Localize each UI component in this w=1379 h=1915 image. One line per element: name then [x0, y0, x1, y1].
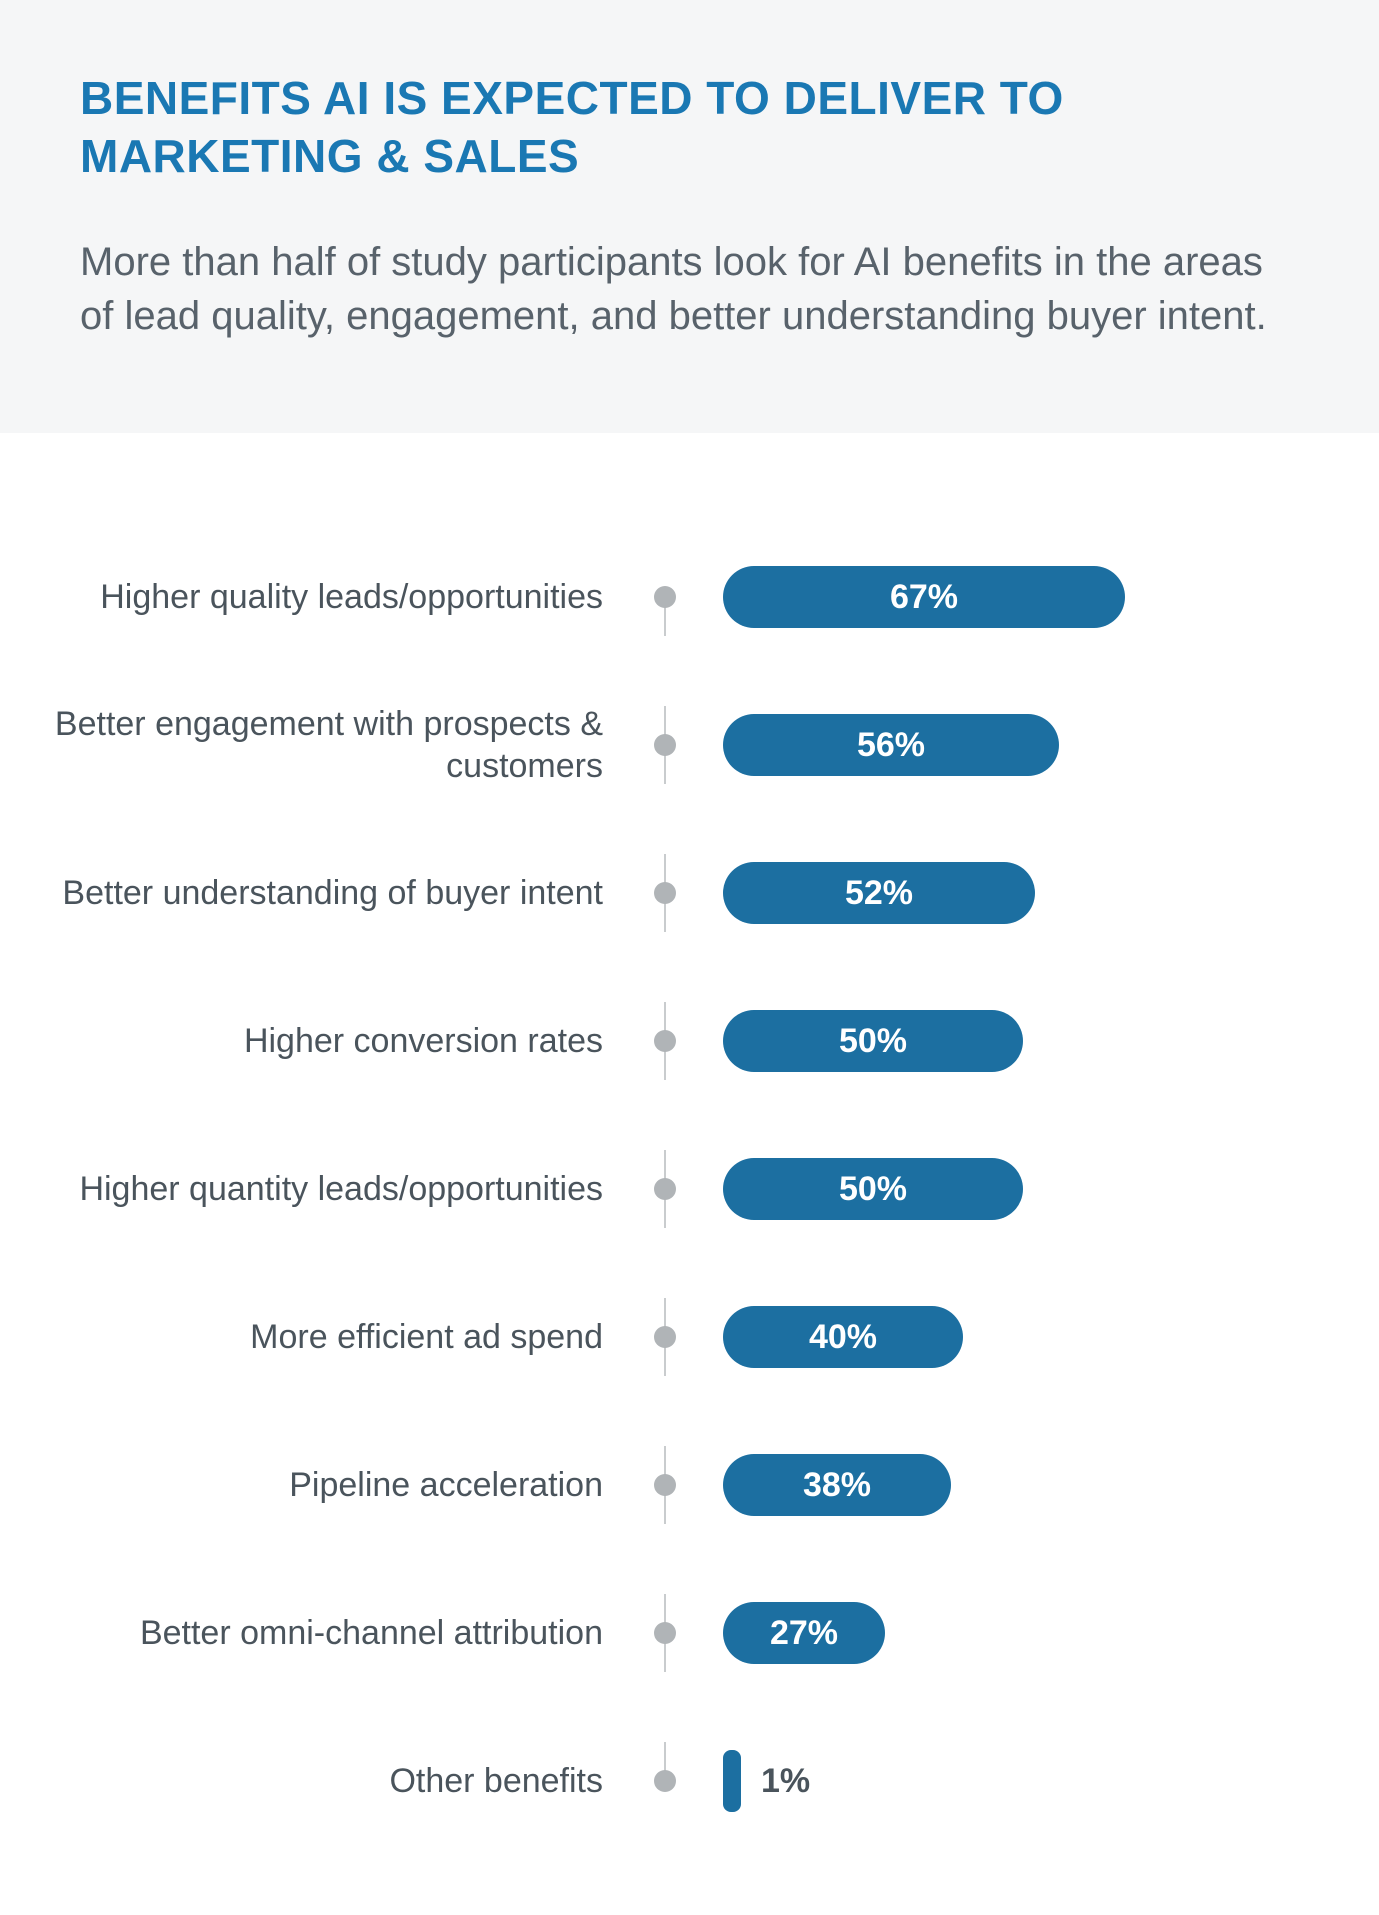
- bar: 52%: [723, 862, 1035, 924]
- axis-dot-icon: [654, 882, 676, 904]
- bar-cell: 50%: [695, 1158, 1319, 1220]
- bar: 27%: [723, 1602, 885, 1664]
- axis-cell: [635, 882, 695, 904]
- chart-row: Other benefits 1%: [40, 1707, 1319, 1855]
- axis-cell: [635, 1622, 695, 1644]
- bar-label: Higher conversion rates: [40, 1020, 635, 1063]
- axis-dot-icon: [654, 1474, 676, 1496]
- bar: 67%: [723, 566, 1125, 628]
- axis-cell: [635, 1030, 695, 1052]
- bar-cell: 50%: [695, 1010, 1319, 1072]
- bar-label: Better understanding of buyer intent: [40, 872, 635, 915]
- chart-row: Better engagement with prospects & custo…: [40, 671, 1319, 819]
- axis-cell: [635, 1770, 695, 1792]
- axis-dot-icon: [654, 1030, 676, 1052]
- bar-label: Higher quantity leads/opportunities: [40, 1168, 635, 1211]
- page-title: BENEFITS AI IS EXPECTED TO DELIVER TO MA…: [80, 70, 1299, 185]
- bar-label: Better engagement with prospects & custo…: [40, 703, 635, 788]
- bar-label: Higher quality leads/opportunities: [40, 576, 635, 619]
- bar-value-label: 1%: [761, 1762, 810, 1801]
- chart-row: Better omni-channel attribution 27%: [40, 1559, 1319, 1707]
- bar: 56%: [723, 714, 1059, 776]
- axis-cell: [635, 734, 695, 756]
- axis-dot-icon: [654, 1326, 676, 1348]
- bar-cell: 38%: [695, 1454, 1319, 1516]
- bar-cell: 27%: [695, 1602, 1319, 1664]
- chart-row: Better understanding of buyer intent 52%: [40, 819, 1319, 967]
- bar-cell: 52%: [695, 862, 1319, 924]
- axis-dot-icon: [654, 1770, 676, 1792]
- bar-label: Better omni-channel attribution: [40, 1612, 635, 1655]
- axis-dot-icon: [654, 586, 676, 608]
- bar-chart: Higher quality leads/opportunities 67% Bet…: [0, 433, 1379, 1915]
- bar-cell: 1%: [695, 1750, 1319, 1812]
- bar: 38%: [723, 1454, 951, 1516]
- page-subtitle: More than half of study participants loo…: [80, 235, 1299, 343]
- axis-cell: [635, 1178, 695, 1200]
- chart-row: Higher conversion rates 50%: [40, 967, 1319, 1115]
- chart-row: Higher quantity leads/opportunities 50%: [40, 1115, 1319, 1263]
- bar-label: More efficient ad spend: [40, 1316, 635, 1359]
- axis-dot-icon: [654, 734, 676, 756]
- axis-cell: [635, 586, 695, 608]
- header-block: BENEFITS AI IS EXPECTED TO DELIVER TO MA…: [0, 0, 1379, 433]
- bar: 50%: [723, 1158, 1023, 1220]
- chart-row: Higher quality leads/opportunities 67%: [40, 523, 1319, 671]
- axis-dot-icon: [654, 1622, 676, 1644]
- bar: 50%: [723, 1010, 1023, 1072]
- axis-cell: [635, 1474, 695, 1496]
- bar: 40%: [723, 1306, 963, 1368]
- bar: [723, 1750, 741, 1812]
- bar-label: Other benefits: [40, 1760, 635, 1803]
- chart-row: More efficient ad spend 40%: [40, 1263, 1319, 1411]
- axis-cell: [635, 1326, 695, 1348]
- axis-dot-icon: [654, 1178, 676, 1200]
- bar-cell: 56%: [695, 714, 1319, 776]
- bar-label: Pipeline acceleration: [40, 1464, 635, 1507]
- bar-cell: 67%: [695, 566, 1319, 628]
- bar-cell: 40%: [695, 1306, 1319, 1368]
- chart-row: Pipeline acceleration 38%: [40, 1411, 1319, 1559]
